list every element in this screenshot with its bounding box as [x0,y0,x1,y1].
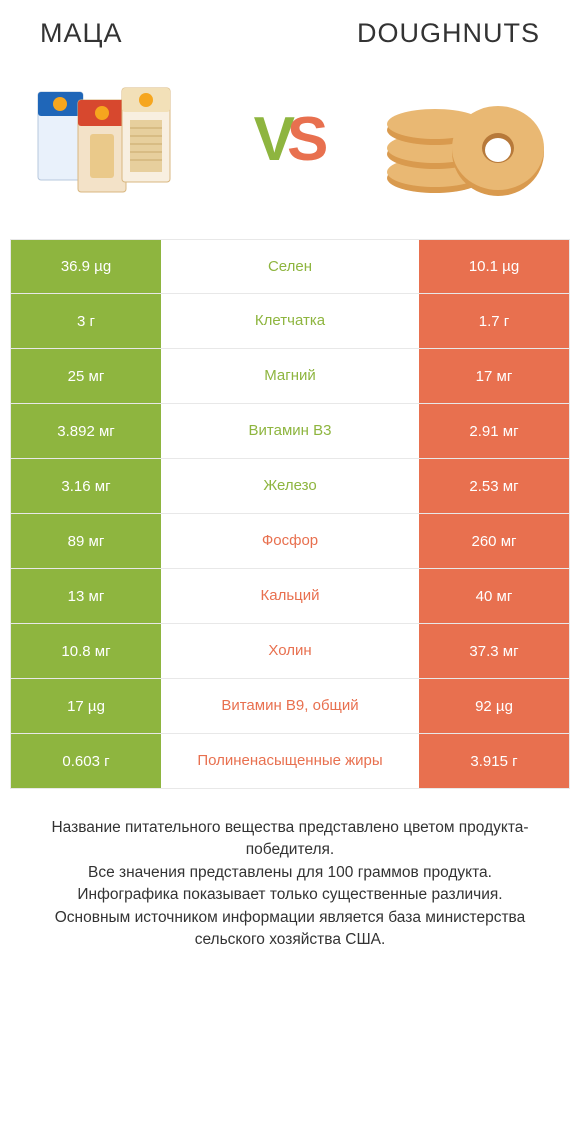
value-left: 3.16 мг [11,459,161,513]
footer-notes: Название питательного вещества представл… [0,789,580,952]
table-row: 17 µgВитамин B9, общий92 µg [10,679,570,734]
value-left: 0.603 г [11,734,161,788]
table-row: 13 мгКальций40 мг [10,569,570,624]
title-left: МАЦА [40,18,122,49]
value-left: 25 мг [11,349,161,403]
value-left: 3 г [11,294,161,348]
value-right: 2.91 мг [419,404,569,458]
value-left: 89 мг [11,514,161,568]
table-row: 10.8 мгХолин37.3 мг [10,624,570,679]
nutrient-label: Холин [161,624,419,678]
value-left: 3.892 мг [11,404,161,458]
value-right: 3.915 г [419,734,569,788]
hero-row: VS [0,59,580,229]
value-left: 10.8 мг [11,624,161,678]
table-row: 3.16 мгЖелезо2.53 мг [10,459,570,514]
nutrient-label: Кальций [161,569,419,623]
value-right: 260 мг [419,514,569,568]
product-image-right [380,74,550,204]
title-right: DOUGHNUTS [357,18,540,49]
footer-line: Название питательного вещества представл… [22,817,558,862]
nutrient-label: Клетчатка [161,294,419,348]
value-right: 92 µg [419,679,569,733]
table-row: 3.892 мгВитамин B32.91 мг [10,404,570,459]
table-row: 89 мгФосфор260 мг [10,514,570,569]
value-left: 13 мг [11,569,161,623]
vs-label: VS [254,104,327,175]
table-row: 3 гКлетчатка1.7 г [10,294,570,349]
matzo-icon [30,74,200,204]
nutrient-label: Фосфор [161,514,419,568]
value-right: 17 мг [419,349,569,403]
doughnut-icon [380,74,550,204]
nutrient-label: Железо [161,459,419,513]
footer-line: Все значения представлены для 100 граммо… [22,862,558,884]
comparison-table: 36.9 µgСелен10.1 µg3 гКлетчатка1.7 г25 м… [10,239,570,789]
footer-line: Основным источником информации является … [22,907,558,952]
table-row: 36.9 µgСелен10.1 µg [10,239,570,294]
value-right: 1.7 г [419,294,569,348]
nutrient-label: Витамин B9, общий [161,679,419,733]
value-right: 40 мг [419,569,569,623]
value-left: 17 µg [11,679,161,733]
product-image-left [30,74,200,204]
footer-line: Инфографика показывает только существенн… [22,884,558,906]
table-row: 0.603 гПолиненасыщенные жиры3.915 г [10,734,570,789]
value-right: 37.3 мг [419,624,569,678]
vs-s: S [287,105,326,174]
value-left: 36.9 µg [11,240,161,293]
nutrient-label: Полиненасыщенные жиры [161,734,419,788]
nutrient-label: Витамин B3 [161,404,419,458]
value-right: 10.1 µg [419,240,569,293]
header: МАЦА DOUGHNUTS [0,0,580,59]
value-right: 2.53 мг [419,459,569,513]
nutrient-label: Селен [161,240,419,293]
nutrient-label: Магний [161,349,419,403]
table-row: 25 мгМагний17 мг [10,349,570,404]
